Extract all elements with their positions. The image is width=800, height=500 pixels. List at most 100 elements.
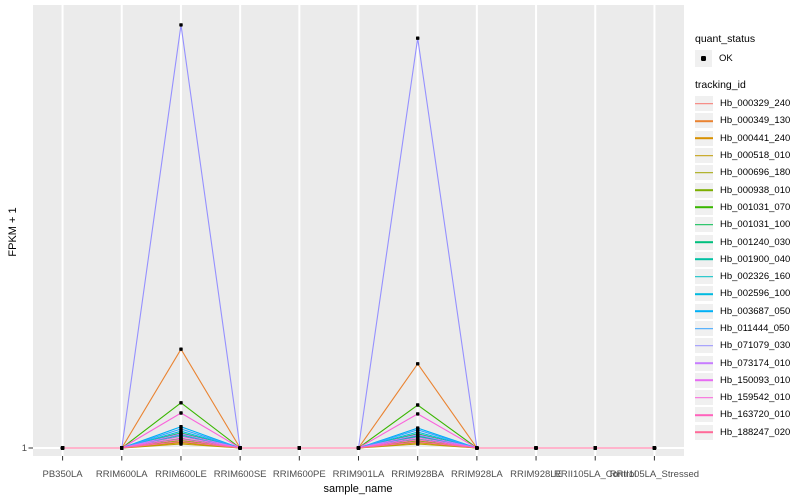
legend-entry: Hb_002596_100	[695, 285, 799, 302]
data-point	[534, 446, 538, 450]
legend-entry: Hb_000938_010	[695, 181, 799, 198]
legend-entry-label: Hb_150093_010	[720, 374, 791, 386]
legend-line-icon	[695, 258, 713, 261]
data-point	[120, 446, 124, 450]
legend-line-icon	[695, 345, 713, 347]
legend-entry: Hb_002326_160	[695, 268, 799, 285]
legend: quant_status OK tracking_id Hb_000329_24…	[695, 33, 799, 441]
data-point	[416, 433, 420, 437]
data-point	[416, 440, 420, 444]
legend-key-box	[695, 234, 713, 250]
legend-entry: Hb_159542_010	[695, 389, 799, 406]
data-point	[475, 446, 479, 450]
legend-key-box	[695, 96, 713, 112]
legend-line-icon	[695, 102, 713, 105]
legend-line-icon	[695, 137, 713, 140]
legend-entry-label: Hb_163720_010	[720, 409, 791, 421]
x-tick-label: PB350LA	[42, 469, 83, 480]
legend-key-box	[695, 269, 713, 285]
legend-key-box	[695, 424, 713, 440]
x-tick-label: RRIM600LE	[155, 469, 207, 480]
legend-entry-label: Hb_188247_020	[720, 426, 791, 438]
legend-line-icon	[695, 275, 713, 278]
legend-key-box	[695, 321, 713, 336]
legend-key-box	[695, 355, 713, 371]
x-tick-label: RRIM600SE	[213, 469, 267, 480]
legend-line-icon	[695, 172, 713, 174]
legend-entry-label: Hb_001240_030	[720, 236, 791, 248]
legend-entry-label: Hb_000938_010	[720, 184, 791, 196]
data-point	[179, 427, 183, 431]
x-tick-label: RRII105LA_Stressed	[609, 469, 700, 480]
legend-entry: Hb_000696_180	[695, 164, 799, 181]
legend-entry: Hb_000518_010	[695, 147, 799, 164]
legend-key-box	[695, 182, 713, 198]
legend-line-icon	[695, 120, 713, 122]
legend-entry: Hb_011444_050	[695, 320, 799, 337]
x-tick-label: RRIM928LA	[450, 469, 503, 480]
legend-line-icon	[695, 414, 713, 416]
legend-entry-label: Hb_000696_180	[720, 167, 791, 179]
legend-entry-label: Hb_002596_100	[720, 288, 791, 300]
legend-key-box	[695, 390, 713, 406]
x-tick-label: RRIM600LA	[95, 469, 148, 480]
legend-entry: Hb_001031_070	[695, 199, 799, 216]
legend-key-box	[695, 148, 713, 164]
legend-entry: Hb_000441_240	[695, 130, 799, 147]
legend-key-box	[695, 372, 713, 388]
legend-line-icon	[695, 223, 713, 226]
y-tick-label: 1	[21, 443, 27, 454]
legend-line-icon	[695, 206, 713, 209]
legend-entry-label: Hb_000349_130	[720, 115, 791, 127]
legend-key-box	[695, 217, 713, 233]
legend-key-box	[695, 50, 712, 67]
legend-entry: Hb_000329_240	[695, 95, 799, 112]
data-point	[416, 403, 420, 407]
legend-entry-label: Hb_000518_010	[720, 150, 791, 162]
legend-entry-label: Hb_000329_240	[720, 98, 791, 110]
legend-title-quant-status: quant_status	[695, 33, 756, 45]
legend-entry-label: Hb_002326_160	[720, 271, 791, 283]
data-point	[416, 36, 420, 40]
legend-line-icon	[695, 327, 713, 330]
legend-entry-label: Hb_000441_240	[720, 132, 791, 144]
legend-key-box	[695, 165, 713, 181]
legend-key-box	[695, 113, 713, 129]
legend-key-box	[695, 286, 713, 302]
legend-entry: Hb_003687_050	[695, 303, 799, 320]
data-point	[179, 347, 183, 351]
legend-entry: Hb_000349_130	[695, 112, 799, 129]
legend-entry-label: Hb_001031_070	[720, 201, 791, 213]
legend-entry: Hb_001031_100	[695, 216, 799, 233]
legend-entry-label: Hb_003687_050	[720, 305, 791, 317]
x-tick-label: RRIM901LA	[332, 469, 385, 480]
x-tick-label: RRIM928BA	[391, 469, 445, 480]
data-point	[238, 446, 242, 450]
legend-line-icon	[695, 293, 713, 295]
x-tick-label: RRII105LA_Control	[554, 469, 637, 480]
legend-line-icon	[695, 189, 713, 191]
legend-key-box	[695, 338, 713, 354]
legend-line-icon	[695, 379, 713, 382]
legend-entry-label: Hb_001900_040	[720, 253, 791, 265]
legend-line-icon	[695, 310, 713, 312]
x-tick-label: RRIM600PE	[272, 469, 326, 480]
legend-line-icon	[695, 154, 713, 157]
data-point	[652, 446, 657, 450]
legend-key-box	[695, 130, 713, 146]
legend-entry-label: Hb_073174_010	[720, 357, 791, 369]
data-point	[60, 446, 65, 450]
x-axis-title: sample_name	[323, 483, 393, 495]
data-point	[356, 446, 361, 450]
legend-entry: Hb_001240_030	[695, 233, 799, 250]
legend-entry: Hb_001900_040	[695, 251, 799, 268]
legend-entry-label: Hb_071079_030	[720, 340, 791, 352]
legend-entry-label: Hb_001031_100	[720, 219, 791, 231]
legend-title-tracking-id: tracking_id	[695, 79, 746, 91]
legend-line-icon	[695, 362, 713, 364]
data-point	[179, 401, 183, 405]
y-axis-title: FPKM + 1	[7, 207, 19, 257]
data-point	[416, 428, 420, 432]
